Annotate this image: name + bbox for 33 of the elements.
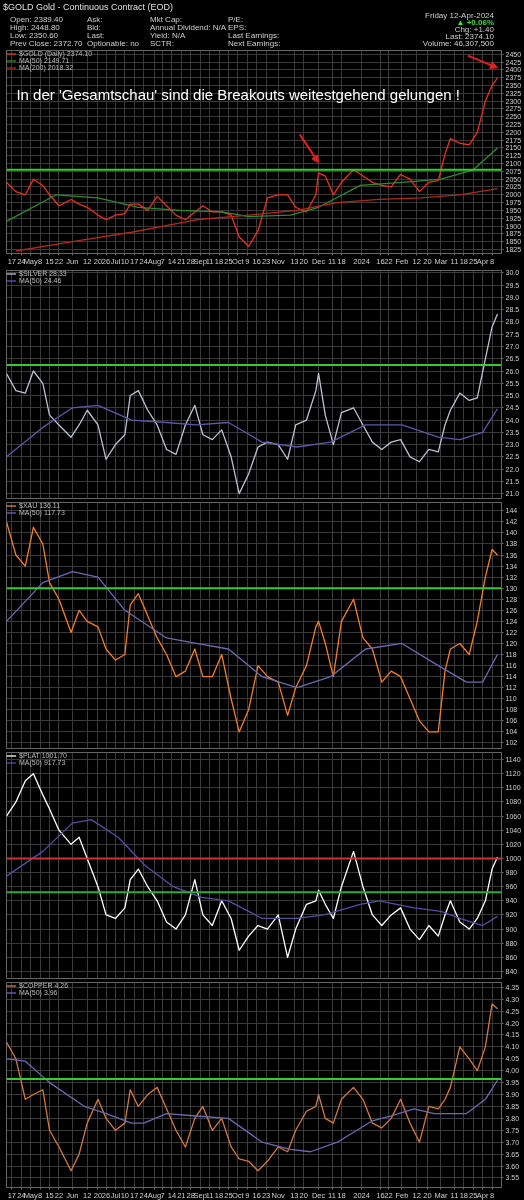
line-series (6, 570, 499, 689)
text: ▲ +0.06% (456, 18, 494, 27)
line-series (15, 187, 499, 252)
chart-title: $GOLD Gold - Continuous Contract (EOD) (3, 1, 174, 14)
text: SCTR: (150, 38, 174, 50)
line-series (6, 521, 499, 733)
text: Optionable: no (87, 38, 140, 50)
line-series (6, 1003, 499, 1172)
line-series (6, 404, 499, 458)
line-series (6, 313, 499, 495)
text: High: 2448.80 (10, 23, 60, 32)
text: Open: 2389.40 (10, 14, 63, 24)
line-series (6, 773, 499, 958)
text: Volume: 46,307,500 (422, 39, 494, 50)
text: EPS: (228, 22, 247, 33)
text: P/E: (228, 14, 244, 25)
text: Friday 12-Apr-2024 (425, 10, 494, 20)
text: Ask: (87, 14, 103, 25)
line-series (6, 1058, 499, 1153)
text: Prev Close: 2372.70 (10, 38, 83, 50)
text: Chg: +1.40 (454, 25, 494, 34)
line-series (6, 818, 499, 927)
text: Mkt Cap: (150, 14, 182, 24)
line-series (6, 77, 499, 247)
text: Last: (87, 30, 105, 41)
text: Next Earnings: (228, 39, 281, 50)
line-series (6, 147, 499, 222)
text: In der 'Gesamtschau' sind die Breakouts weitestgehend gelungen ! (16, 86, 460, 104)
text: Yield: N/A (150, 30, 186, 41)
text: Last Earnings: (228, 30, 280, 40)
text: Low: 2350.60 (10, 31, 59, 41)
text: Bid: (87, 22, 101, 33)
text: Annual Dividend: N/A (150, 23, 227, 33)
